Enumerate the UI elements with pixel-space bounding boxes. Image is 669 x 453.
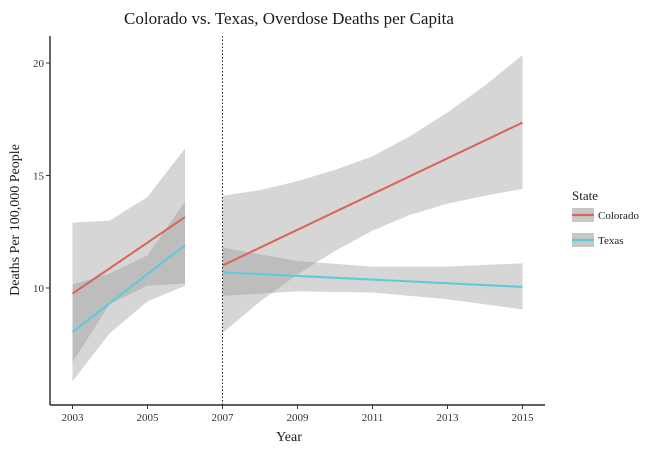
y-axis-ticks: 10 15 20 [33, 58, 50, 295]
line-texas-2 [222, 271, 523, 288]
x-axis-ticks: 2003 2005 2007 2009 2011 2013 2015 [62, 405, 535, 424]
band-texas-2 [222, 247, 523, 310]
x-tick-label: 2005 [137, 412, 160, 424]
confidence-bands [72, 55, 523, 382]
legend-label: Colorado [598, 210, 639, 222]
y-tick-label: 10 [33, 283, 45, 295]
legend: State Colorado Texas [572, 188, 639, 247]
x-axis-label: Year [276, 430, 302, 445]
y-tick-label: 15 [33, 171, 45, 183]
x-tick-label: 2007 [212, 412, 235, 424]
legend-item-texas: Texas [572, 233, 624, 247]
legend-label: Texas [598, 235, 624, 247]
x-tick-label: 2009 [287, 412, 310, 424]
band-texas-1 [72, 201, 185, 382]
legend-title: State [572, 188, 598, 203]
x-tick-label: 2011 [362, 412, 384, 424]
x-tick-label: 2013 [437, 412, 460, 424]
line-colorado-1 [71, 216, 186, 295]
series-lines [71, 121, 523, 333]
chart-title: Colorado vs. Texas, Overdose Deaths per … [124, 9, 454, 28]
x-tick-label: 2015 [512, 412, 535, 424]
line-colorado-2 [222, 121, 523, 267]
y-tick-label: 20 [33, 58, 45, 70]
legend-item-colorado: Colorado [572, 208, 639, 222]
x-tick-label: 2003 [62, 412, 85, 424]
y-axis-label: Deaths Per 100,000 People [8, 144, 23, 296]
line-texas-1 [71, 244, 186, 333]
